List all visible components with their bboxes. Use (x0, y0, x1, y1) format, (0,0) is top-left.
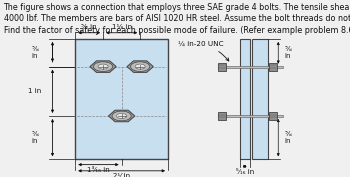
Bar (226, 65, 283, 68)
Circle shape (93, 62, 113, 72)
Circle shape (131, 62, 150, 72)
Text: ⁵⁄₁₆ in: ⁵⁄₁₆ in (236, 169, 254, 175)
Bar (218, 63, 226, 70)
Bar (75, 39, 168, 159)
Text: ⅝ in: ⅝ in (81, 24, 97, 30)
Circle shape (98, 64, 108, 69)
Text: 1 in: 1 in (28, 88, 42, 94)
Text: Find the factor of safety for each possible mode of failure. (Refer example prob: Find the factor of safety for each possi… (4, 26, 350, 35)
Text: 2⅟ in: 2⅟ in (113, 173, 130, 177)
Circle shape (135, 64, 145, 69)
Bar (226, 115, 283, 117)
Text: The figure shows a connection that employs three SAE grade 4 bolts. The tensile : The figure shows a connection that emplo… (4, 3, 350, 12)
Text: 1⅛ in: 1⅛ in (112, 24, 132, 30)
Text: ⅝
in: ⅝ in (32, 46, 38, 59)
Bar (269, 63, 277, 70)
Bar (269, 112, 277, 120)
Text: ⅝
in: ⅝ in (285, 46, 292, 59)
Polygon shape (108, 110, 135, 122)
Text: ¼ in-20 UNC: ¼ in-20 UNC (178, 41, 229, 61)
Circle shape (117, 113, 127, 119)
Polygon shape (90, 61, 116, 72)
Bar (240, 39, 250, 159)
Text: ⅝
in: ⅝ in (32, 131, 38, 144)
Text: ⅝
in: ⅝ in (285, 131, 292, 144)
Polygon shape (127, 61, 153, 72)
Text: 1³⁄₁₆ in: 1³⁄₁₆ in (87, 167, 110, 173)
Circle shape (112, 111, 131, 121)
Text: 4000 lbf. The members are bars of AISI 1020 HR steel. Assume the bolt threads do: 4000 lbf. The members are bars of AISI 1… (4, 14, 350, 23)
Bar (218, 112, 226, 120)
Bar (252, 39, 268, 159)
